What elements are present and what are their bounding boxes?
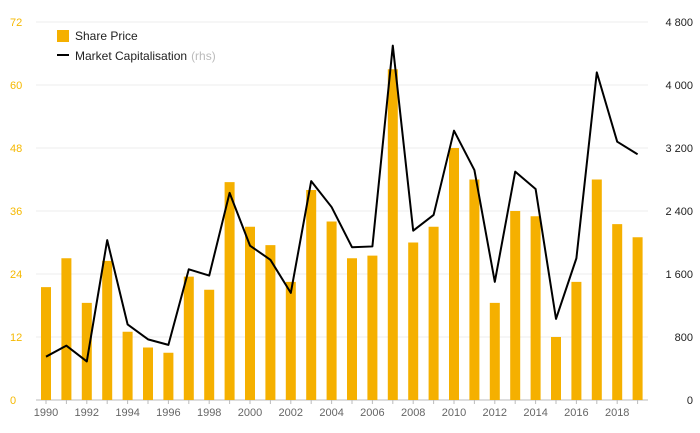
x-tick-label: 2004 (319, 407, 343, 419)
x-tick-label: 2016 (564, 407, 588, 419)
y-left-tick-label: 48 (10, 143, 22, 155)
x-tick-label: 2018 (605, 407, 629, 419)
share-price-bar (591, 179, 602, 400)
share-price-bar (81, 302, 92, 400)
y-right-tick-label: 4 000 (665, 80, 693, 92)
x-tick-label: 2010 (442, 407, 466, 419)
x-tick-label: 2000 (238, 407, 262, 419)
market-cap-line (45, 44, 639, 363)
share-price-bar (265, 245, 276, 400)
share-price-bar (61, 258, 72, 400)
y-left-tick-label: 36 (10, 206, 22, 218)
share-price-bars (41, 69, 643, 400)
legend: Share Price Market Capitalisation (rhs) (57, 29, 216, 63)
x-tick-label: 2008 (401, 407, 425, 419)
legend-label-share-price: Share Price (75, 29, 138, 43)
share-price-bar (612, 224, 623, 400)
share-price-bar (41, 287, 51, 400)
legend-swatch-share-price (57, 30, 69, 42)
share-price-bar (530, 216, 541, 400)
axes: 0 0 12 800 24 1 600 36 2 400 48 3 200 60 4 000 72 4 8… (10, 17, 693, 419)
x-tick-label: 1994 (115, 407, 139, 419)
share-price-bar (347, 258, 357, 400)
share-price-bar (469, 179, 480, 400)
share-price-bar (387, 69, 398, 400)
x-tick-label: 1996 (156, 407, 180, 419)
y-right-tick-label: 4 800 (665, 17, 693, 29)
share-price-bar (183, 276, 194, 400)
share-price-bar (449, 148, 459, 400)
share-price-bar (122, 331, 133, 400)
y-left-tick-label: 12 (10, 332, 22, 344)
y-right-tick-label: 0 (687, 395, 693, 407)
x-tick-label: 2002 (279, 407, 303, 419)
svg-text:Market Capitalisation(rhs): Market Capitalisation (rhs) (75, 49, 216, 63)
share-price-bar (163, 352, 174, 400)
y-right-tick-label: 1 600 (665, 269, 693, 281)
legend-label-market-cap: Market Capitalisation (75, 49, 187, 63)
market-cap-line-layer (45, 44, 639, 363)
x-tick-label: 1998 (197, 407, 221, 419)
share-price-bar (489, 302, 500, 400)
y-right-tick-label: 2 400 (665, 206, 693, 218)
share-price-bar (551, 337, 561, 400)
y-right-tick-label: 800 (675, 332, 693, 344)
y-left-tick-label: 0 (10, 395, 16, 407)
share-price-bar (102, 260, 113, 400)
share-price-bar (510, 211, 521, 400)
x-tick-label: 2012 (483, 407, 507, 419)
share-price-bar (143, 347, 153, 400)
share-price-bar (204, 289, 215, 400)
y-left-tick-label: 60 (10, 80, 22, 92)
share-price-bar (306, 190, 317, 400)
share-price-bar (632, 237, 643, 400)
share-price-bar (367, 255, 378, 400)
share-price-bar (285, 281, 296, 400)
legend-note-rhs: (rhs) (191, 49, 216, 63)
y-left-tick-label: 24 (10, 269, 22, 281)
y-left-tick-label: 72 (10, 17, 22, 29)
share-price-bar (428, 226, 439, 400)
x-tick-label: 1990 (34, 407, 58, 419)
share-price-bar (326, 221, 337, 400)
share-price-bar (245, 226, 255, 400)
y-right-tick-label: 3 200 (665, 143, 693, 155)
x-tick-label: 2014 (523, 407, 547, 419)
x-tick-label: 1992 (75, 407, 99, 419)
gridlines (36, 21, 648, 401)
share-price-bar (224, 182, 235, 400)
x-tick-label: 2006 (360, 407, 384, 419)
share-price-bar (571, 281, 582, 400)
share-price-bar (408, 242, 419, 400)
